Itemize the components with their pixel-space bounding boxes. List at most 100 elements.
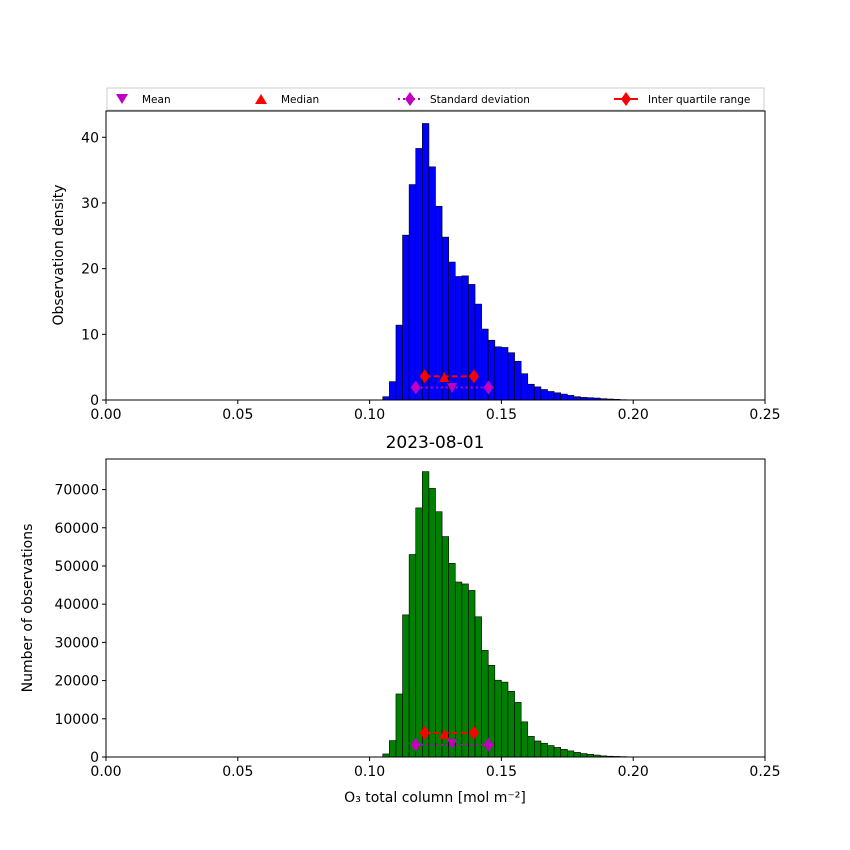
density-bar bbox=[534, 386, 542, 401]
count-iqr-low-marker bbox=[419, 725, 430, 740]
density-bars bbox=[382, 123, 627, 401]
count-bar bbox=[573, 752, 581, 758]
legend-item-mean: Mean bbox=[116, 94, 171, 106]
density-bar bbox=[395, 324, 403, 401]
count-bar bbox=[553, 747, 562, 758]
count-y-tick-label: 10000 bbox=[54, 712, 99, 728]
density-mean-marker bbox=[447, 383, 458, 394]
density-iqr-high-marker bbox=[468, 369, 479, 384]
density-x-tick-label: 0.15 bbox=[486, 407, 517, 423]
count-bar bbox=[566, 750, 575, 758]
density-bar bbox=[402, 234, 410, 401]
density-bar bbox=[527, 383, 535, 401]
density-std-low-marker bbox=[410, 380, 421, 395]
density-bar bbox=[507, 352, 515, 401]
density-y-tick-label: 30 bbox=[81, 196, 99, 212]
legend-label-median: Median bbox=[281, 94, 319, 106]
density-axes-frame bbox=[105, 110, 766, 401]
density-stats-markers bbox=[410, 369, 494, 395]
density-median-marker bbox=[439, 372, 450, 383]
count-x-tick-label: 0.10 bbox=[354, 764, 385, 780]
count-bar bbox=[389, 740, 397, 758]
density-bar bbox=[560, 393, 568, 401]
legend-label-std: Standard deviation bbox=[430, 94, 530, 106]
count-bar bbox=[435, 511, 443, 758]
count-y-axis-label: Number of observations bbox=[20, 524, 36, 693]
count-axes-frame bbox=[105, 458, 766, 758]
density-bar bbox=[408, 184, 417, 401]
count-bar bbox=[448, 562, 456, 758]
density-bar bbox=[448, 261, 456, 401]
density-bar bbox=[501, 347, 509, 401]
count-bar bbox=[547, 745, 555, 758]
count-bar bbox=[402, 614, 410, 758]
count-bar bbox=[408, 554, 417, 758]
density-bar bbox=[461, 275, 469, 401]
count-bar bbox=[395, 693, 403, 758]
legend-median-marker-icon bbox=[255, 94, 267, 104]
density-bar bbox=[415, 148, 423, 401]
count-iqr-high-marker bbox=[468, 725, 479, 740]
count-y-tick-label: 70000 bbox=[54, 483, 99, 499]
count-bar bbox=[501, 681, 509, 758]
legend-item-iqr: Inter quartile range bbox=[614, 92, 750, 106]
count-bar bbox=[422, 471, 430, 758]
density-x-tick-label: 0.05 bbox=[222, 407, 253, 423]
density-y-tick-label: 0 bbox=[90, 393, 99, 409]
count-y-tick-label: 30000 bbox=[54, 635, 99, 651]
density-y-axis-label: Observation density bbox=[51, 184, 67, 325]
legend-item-median: Median bbox=[255, 94, 319, 106]
count-mean-marker bbox=[447, 739, 458, 750]
count-bar bbox=[520, 721, 529, 758]
count-bar bbox=[540, 742, 548, 758]
legend-mean-marker-icon bbox=[116, 94, 128, 104]
count-bar bbox=[560, 749, 568, 758]
density-y-tick-label: 40 bbox=[81, 130, 99, 146]
legend-frame bbox=[106, 87, 765, 111]
density-x-tick-label: 0.00 bbox=[90, 407, 121, 423]
legend-item-std: Standard deviation bbox=[398, 92, 530, 106]
count-y-ticks: 0 10000 20000 30000 40000 50000 60000 70000 bbox=[54, 483, 106, 766]
density-bar bbox=[435, 205, 443, 401]
count-y-tick-label: 20000 bbox=[54, 674, 99, 690]
count-bar bbox=[534, 740, 542, 758]
density-bar bbox=[474, 303, 482, 401]
density-bar bbox=[553, 392, 562, 401]
count-bar bbox=[441, 536, 449, 758]
legend-std-marker-icon bbox=[405, 92, 415, 106]
count-y-tick-label: 0 bbox=[90, 750, 99, 766]
density-x-tick-label: 0.10 bbox=[354, 407, 385, 423]
count-bar bbox=[454, 581, 463, 758]
count-bar bbox=[514, 702, 522, 758]
density-std-high-marker bbox=[483, 380, 494, 395]
count-y-tick-label: 50000 bbox=[54, 559, 99, 575]
count-bar bbox=[527, 736, 535, 758]
density-bar bbox=[428, 166, 436, 401]
count-y-tick-label: 60000 bbox=[54, 521, 99, 537]
density-x-ticks: 0.00 0.05 0.10 0.15 0.20 0.25 bbox=[90, 400, 781, 423]
count-x-axis-label: O₃ total column [mol m⁻²] bbox=[344, 790, 526, 806]
count-x-tick-label: 0.15 bbox=[486, 764, 517, 780]
density-y-tick-label: 10 bbox=[81, 327, 99, 343]
count-x-ticks: 0.00 0.05 0.10 0.15 0.20 0.25 bbox=[90, 757, 781, 780]
legend-iqr-marker-icon bbox=[621, 92, 631, 106]
density-bar bbox=[494, 346, 502, 401]
density-iqr-low-marker bbox=[419, 369, 430, 384]
density-bar bbox=[547, 391, 555, 401]
density-bar bbox=[454, 276, 463, 401]
density-bar bbox=[514, 360, 522, 401]
density-bar bbox=[566, 395, 575, 401]
density-x-tick-label: 0.25 bbox=[749, 407, 780, 423]
count-x-tick-label: 0.25 bbox=[749, 764, 780, 780]
count-bar bbox=[461, 583, 469, 758]
density-bar bbox=[422, 123, 430, 401]
count-histogram-panel: 2023-08-01 0.00 0.05 0.10 0.15 0.20 0.25 0 100… bbox=[20, 433, 781, 806]
count-bar bbox=[415, 507, 423, 758]
count-bar bbox=[428, 488, 436, 758]
density-y-tick-label: 20 bbox=[81, 262, 99, 278]
count-chart-title: 2023-08-01 bbox=[386, 433, 485, 453]
legend-label-iqr: Inter quartile range bbox=[648, 94, 750, 106]
count-bars bbox=[382, 471, 627, 758]
count-x-tick-label: 0.00 bbox=[90, 764, 121, 780]
